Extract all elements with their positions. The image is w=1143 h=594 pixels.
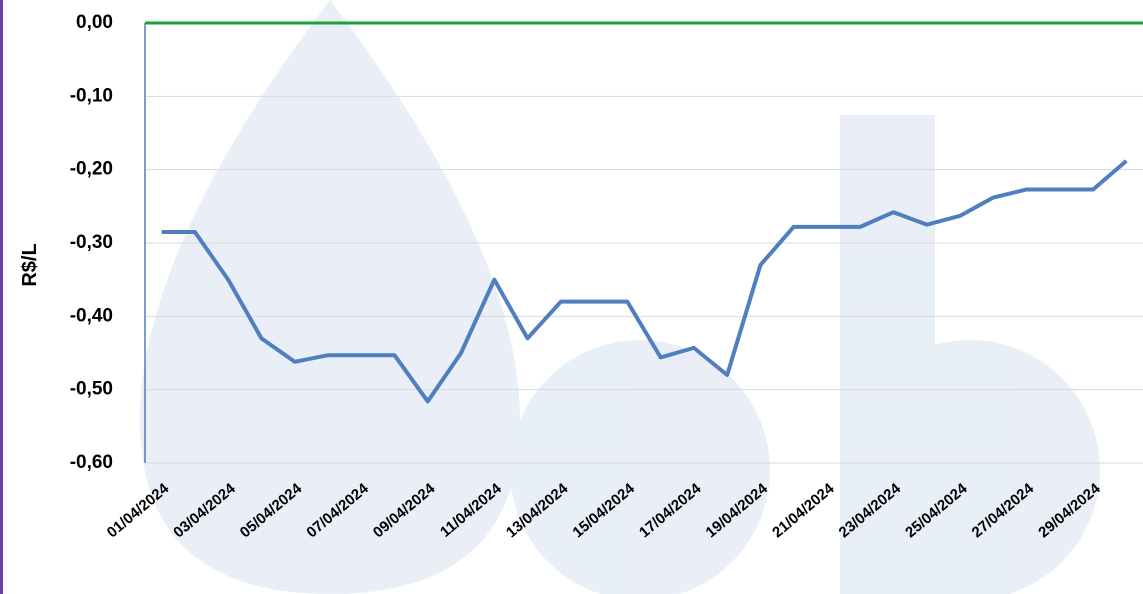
y-tick-label: -0,10 (70, 85, 113, 106)
y-tick-label: -0,60 (70, 452, 113, 473)
y-tick-label: -0,20 (70, 159, 113, 180)
y-tick-label: -0,40 (70, 305, 113, 326)
left-border (0, 0, 3, 594)
y-tick-label: -0,30 (70, 232, 113, 253)
y-tick-label: -0,50 (70, 379, 113, 400)
y-axis-label: R$/L (19, 243, 41, 286)
chart: R$/L 0,00-0,10-0,20-0,30-0,40-0,50-0,600… (0, 0, 1143, 594)
x-tick-label: 21/04/2024 (769, 480, 838, 542)
y-tick-label: 0,00 (76, 12, 113, 33)
